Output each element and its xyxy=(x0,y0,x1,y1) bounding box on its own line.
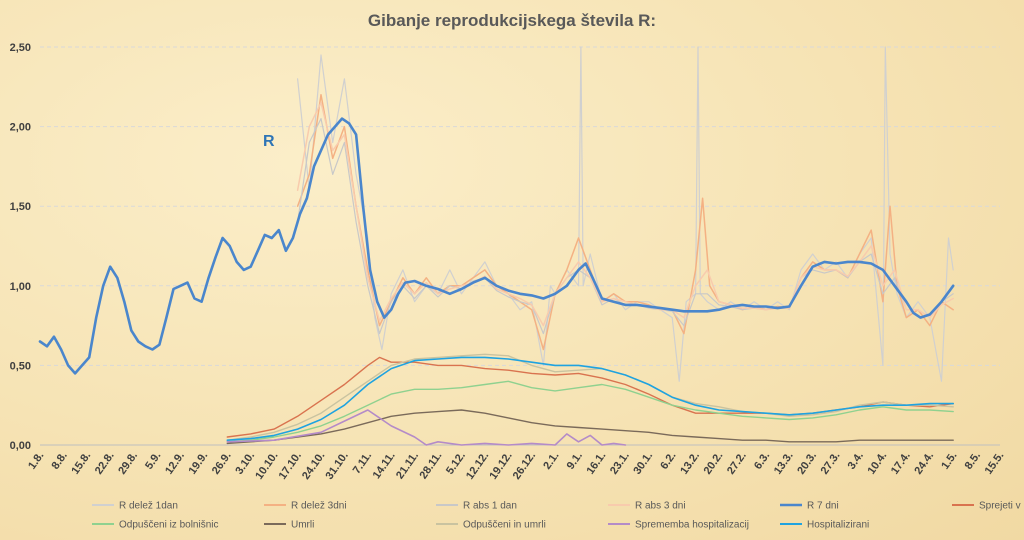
series-line xyxy=(38,117,955,375)
series-line xyxy=(226,356,954,441)
series-layer xyxy=(38,46,955,446)
legend-item: Hospitalizirani xyxy=(780,520,869,531)
x-tick-label: 5.9. xyxy=(143,450,163,472)
legend-label: R 7 dni xyxy=(807,501,839,512)
x-tick-label: 1.5. xyxy=(939,450,959,472)
x-axis-ticks: 1.8. 8.8. 15.8. 22.8. 29.8. 5.9. 12.9. 19.9. 26.… xyxy=(26,450,1006,482)
legend-item: R delež 1dan xyxy=(92,501,178,512)
x-tick-label: 27.2. xyxy=(725,450,749,477)
x-tick-label: 17.10. xyxy=(277,450,304,482)
legend-label: Umrli xyxy=(291,520,314,531)
legend-label: R abs 3 dni xyxy=(635,501,686,512)
legend-item: R 7 dni xyxy=(780,501,839,512)
x-tick-label: 19.9. xyxy=(186,450,210,477)
legend: R delež 1dan R delež 3dni R abs 1 dan R abs… xyxy=(92,501,1024,531)
series-line xyxy=(226,380,954,443)
r-annotation: R xyxy=(263,133,275,150)
legend-label: Odpuščeni iz bolnišnic xyxy=(119,520,219,531)
legend-item: Sprejeti v bolnišnice xyxy=(952,501,1024,512)
x-tick-label: 15.5. xyxy=(983,450,1007,477)
legend-item: R abs 1 dan xyxy=(436,501,517,512)
x-tick-label: 26.12. xyxy=(511,450,538,482)
legend-label: Hospitalizirani xyxy=(807,520,869,531)
x-tick-label: 7.11. xyxy=(351,450,375,476)
x-tick-label: 21.11. xyxy=(394,450,421,481)
x-tick-label: 10.4. xyxy=(866,450,890,477)
series-line xyxy=(296,94,954,351)
x-tick-label: 24.4. xyxy=(912,450,936,477)
legend-item: R abs 3 dni xyxy=(608,501,686,512)
x-tick-label: 20.2. xyxy=(702,450,726,477)
series-line xyxy=(226,409,627,446)
y-tick-label: 1,00 xyxy=(10,281,31,293)
x-tick-label: 10.10. xyxy=(253,450,280,482)
series-line xyxy=(226,353,954,441)
x-tick-label: 23.1. xyxy=(608,450,632,477)
legend-label: Sprememba hospitalizacij xyxy=(635,520,749,531)
series-line xyxy=(296,101,954,327)
x-tick-label: 13.2. xyxy=(678,450,702,477)
x-tick-label: 6.2. xyxy=(658,450,678,472)
x-tick-label: 3.4. xyxy=(846,450,866,472)
y-tick-label: 1,50 xyxy=(10,201,31,213)
x-tick-label: 17.4. xyxy=(889,450,913,477)
x-tick-label: 14.11. xyxy=(371,450,398,481)
x-tick-label: 12.9. xyxy=(163,450,187,477)
x-tick-label: 24.10. xyxy=(300,450,327,482)
x-tick-label: 13.3. xyxy=(772,450,796,477)
y-tick-label: 2,50 xyxy=(10,42,31,54)
series-line xyxy=(297,46,954,382)
x-tick-label: 6.3. xyxy=(752,450,772,472)
legend-label: R abs 1 dan xyxy=(463,501,517,512)
x-tick-label: 27.3. xyxy=(819,450,843,477)
x-tick-label: 2.1. xyxy=(541,450,561,472)
x-tick-label: 29.8. xyxy=(116,450,140,477)
legend-item: Odpuščeni iz bolnišnic xyxy=(92,520,219,531)
legend-label: R delež 1dan xyxy=(119,501,178,512)
x-tick-label: 1.8. xyxy=(26,450,46,472)
y-tick-label: 0,00 xyxy=(10,440,31,452)
x-tick-label: 12.12. xyxy=(464,450,491,482)
grid-layer xyxy=(40,46,1000,446)
x-tick-label: 16.1. xyxy=(585,450,609,477)
x-tick-label: 20.3. xyxy=(795,450,819,477)
series-line xyxy=(226,409,954,445)
x-tick-label: 8.5. xyxy=(963,450,983,472)
x-tick-label: 22.8. xyxy=(93,450,117,477)
x-tick-label: 15.8. xyxy=(69,450,93,477)
chart-title: Gibanje reprodukcijskega števila R: xyxy=(368,11,656,30)
x-tick-label: 28.11. xyxy=(417,450,444,481)
legend-item: Umrli xyxy=(264,520,314,531)
x-tick-label: 19.12. xyxy=(487,450,514,482)
legend-label: Odpuščeni in umrli xyxy=(463,520,546,531)
x-tick-label: 8.8. xyxy=(50,450,70,472)
x-tick-label: 26.9. xyxy=(210,450,234,477)
y-tick-label: 0,50 xyxy=(10,360,31,372)
legend-item: R delež 3dni xyxy=(264,501,347,512)
legend-label: Sprejeti v bolnišnice xyxy=(979,501,1024,512)
y-tick-label: 2,00 xyxy=(10,122,31,134)
y-axis-ticks: 0,00 0,50 1,00 1,50 2,00 2,50 xyxy=(10,42,31,452)
legend-item: Odpuščeni in umrli xyxy=(436,520,546,531)
legend-item: Sprememba hospitalizacij xyxy=(608,520,749,531)
x-tick-label: 30.1. xyxy=(631,450,655,477)
legend-label: R delež 3dni xyxy=(291,501,347,512)
x-tick-label: 31.10. xyxy=(323,450,350,482)
x-tick-label: 9.1. xyxy=(565,450,585,472)
